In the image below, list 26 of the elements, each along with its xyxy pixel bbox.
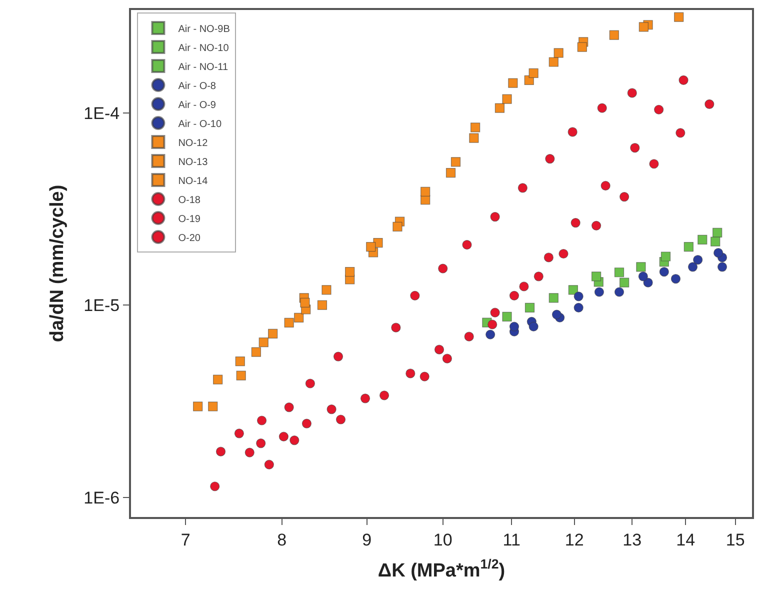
x-axis-title: ΔK (MPa*m$^{1/2}$) [378,556,506,582]
legend-label: Air - NO-10 [178,42,230,54]
y-axis-title: da/dN (mm/cycle) [47,184,68,342]
y-tick-label: 1E-5 [84,296,120,316]
legend-label: O-20 [178,232,201,244]
legend-label: NO-14 [178,176,208,187]
legend-label: O-19 [178,214,201,225]
x-tick-label: 10 [433,530,452,550]
x-tick-label: 12 [564,530,584,550]
legend-label: Air - O-8 [178,80,216,92]
y-tick-label: 1E-6 [84,488,120,508]
x-tick-label: 14 [676,530,696,550]
legend-label: Air - O-9 [178,100,216,111]
legend-label: NO-12 [178,138,208,149]
legend-label: NO-13 [178,156,208,168]
x-tick-label: 7 [180,530,190,550]
x-tick-label: 8 [277,530,287,550]
legend-label: Air - NO-9B [178,24,230,35]
legend-label: Air - NO-11 [178,62,228,73]
legend-label: Air - O-10 [178,118,222,130]
legend-label: O-18 [178,194,201,206]
x-tick-label: 15 [726,530,745,550]
y-tick-label: 1E-4 [84,104,120,123]
x-tick-label: 13 [622,530,642,550]
x-tick-label: 11 [502,530,520,550]
x-tick-label: 9 [362,530,372,550]
